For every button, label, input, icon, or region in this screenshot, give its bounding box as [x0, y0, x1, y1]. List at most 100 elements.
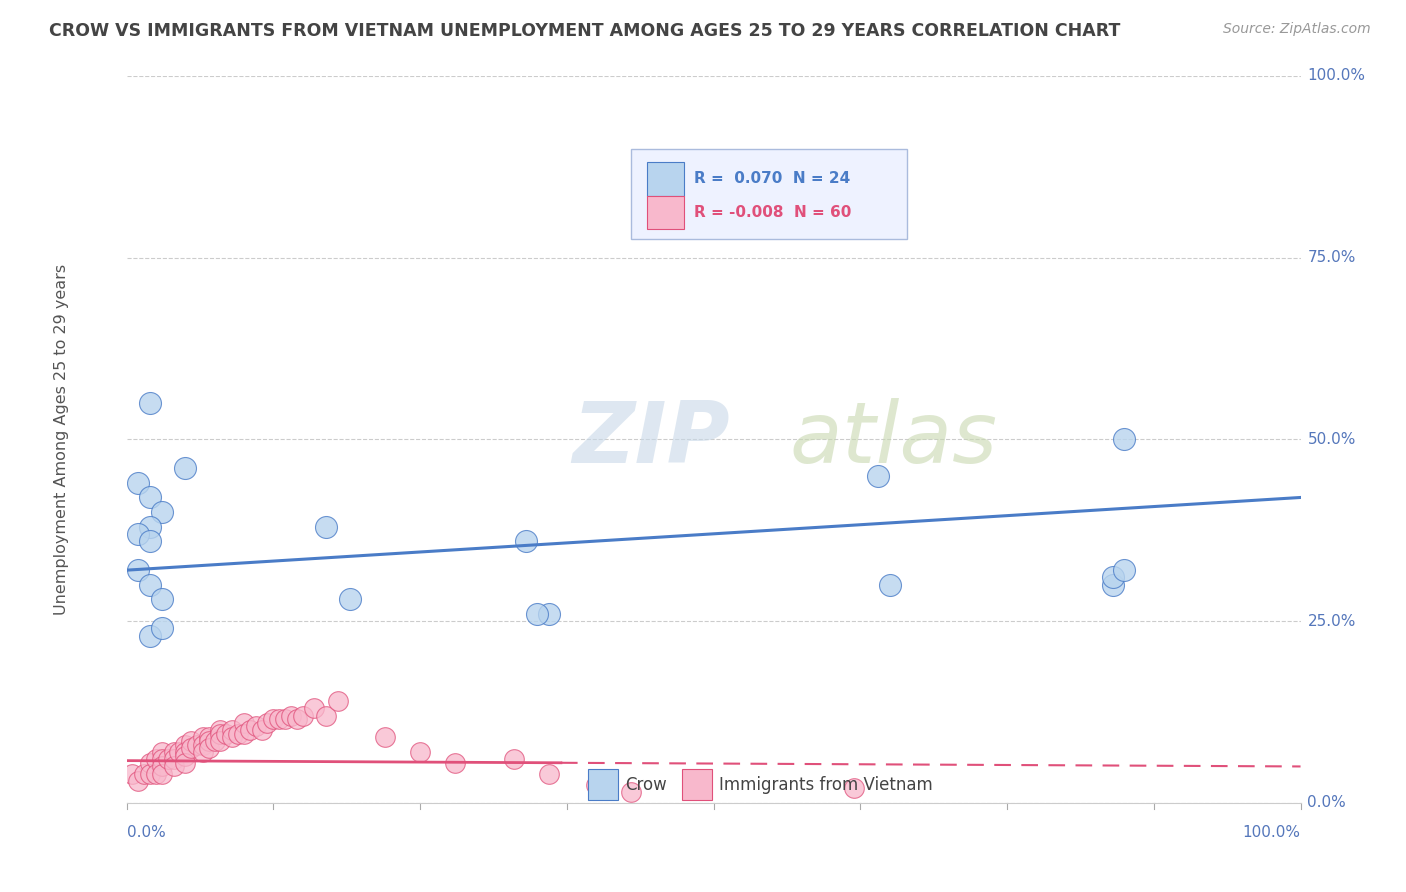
Point [291, 708, 314, 723]
Point [139, 491, 162, 505]
FancyBboxPatch shape [647, 162, 685, 195]
Point [585, 778, 607, 792]
Point [1101, 570, 1123, 584]
Text: 0.0%: 0.0% [1308, 796, 1346, 810]
Text: 100.0%: 100.0% [1308, 69, 1365, 83]
Point [339, 592, 361, 607]
Text: Source: ZipAtlas.com: Source: ZipAtlas.com [1223, 22, 1371, 37]
Point [285, 712, 308, 726]
Text: 100.0%: 100.0% [1243, 824, 1301, 839]
Point [150, 752, 173, 766]
FancyBboxPatch shape [631, 148, 907, 239]
Text: R =  0.070  N = 24: R = 0.070 N = 24 [693, 171, 849, 186]
Point [245, 719, 267, 733]
Point [174, 745, 197, 759]
Point [250, 723, 273, 737]
Text: CROW VS IMMIGRANTS FROM VIETNAM UNEMPLOYMENT AMONG AGES 25 TO 29 YEARS CORRELATI: CROW VS IMMIGRANTS FROM VIETNAM UNEMPLOY… [49, 22, 1121, 40]
Point [538, 607, 561, 621]
Text: 25.0%: 25.0% [1308, 614, 1355, 629]
Point [256, 715, 278, 730]
Point [620, 785, 643, 799]
Point [150, 592, 173, 607]
Point [139, 534, 162, 549]
Point [280, 708, 302, 723]
Point [127, 526, 149, 541]
Point [150, 621, 173, 635]
Point [304, 701, 326, 715]
Point [503, 752, 526, 766]
Text: Crow: Crow [626, 776, 668, 794]
FancyBboxPatch shape [647, 195, 685, 229]
Point [315, 519, 337, 533]
Point [215, 727, 238, 741]
Point [174, 748, 197, 763]
Point [180, 734, 202, 748]
Point [134, 766, 156, 780]
Point [145, 752, 167, 766]
Point [139, 519, 162, 533]
Point [150, 505, 173, 519]
Point [526, 607, 548, 621]
Point [515, 534, 537, 549]
Point [174, 461, 197, 475]
Text: 50.0%: 50.0% [1308, 432, 1355, 447]
Point [209, 723, 232, 737]
Point [866, 468, 889, 483]
Text: ZIP: ZIP [572, 398, 730, 481]
Point [169, 745, 191, 759]
Point [191, 738, 214, 752]
Point [191, 745, 214, 759]
Point [239, 723, 262, 737]
Point [1101, 578, 1123, 592]
Point [139, 396, 162, 410]
Point [209, 734, 232, 748]
Text: R = -0.008  N = 60: R = -0.008 N = 60 [693, 205, 851, 219]
Point [262, 712, 284, 726]
Point [326, 694, 349, 708]
Point [538, 766, 561, 780]
Point [174, 756, 197, 770]
Point [139, 629, 162, 643]
FancyBboxPatch shape [588, 770, 619, 800]
Point [121, 766, 143, 780]
Point [127, 475, 149, 490]
Point [162, 759, 184, 773]
Point [209, 727, 232, 741]
Point [150, 745, 173, 759]
Text: Unemployment Among Ages 25 to 29 years: Unemployment Among Ages 25 to 29 years [55, 264, 69, 615]
Point [221, 723, 243, 737]
Point [233, 715, 256, 730]
Point [174, 738, 197, 752]
Point [233, 727, 256, 741]
Point [274, 712, 297, 726]
Point [221, 731, 243, 745]
Text: atlas: atlas [790, 398, 998, 481]
Text: 0.0%: 0.0% [127, 824, 166, 839]
Point [269, 712, 291, 726]
Point [197, 734, 219, 748]
Point [162, 752, 184, 766]
Point [879, 578, 901, 592]
Point [409, 745, 432, 759]
Point [127, 774, 149, 789]
Text: 75.0%: 75.0% [1308, 250, 1355, 265]
Point [197, 741, 219, 756]
Point [374, 731, 396, 745]
Text: Immigrants from Vietnam: Immigrants from Vietnam [720, 776, 934, 794]
Point [139, 756, 162, 770]
Point [186, 738, 208, 752]
Point [191, 731, 214, 745]
Point [180, 741, 202, 756]
FancyBboxPatch shape [682, 770, 713, 800]
Point [1114, 432, 1136, 446]
Point [139, 578, 162, 592]
Point [444, 756, 467, 770]
Point [197, 731, 219, 745]
Point [150, 766, 173, 780]
Point [1114, 563, 1136, 577]
Point [315, 708, 337, 723]
Point [150, 759, 173, 773]
Point [156, 752, 179, 766]
Point [139, 766, 162, 780]
Point [145, 766, 167, 780]
